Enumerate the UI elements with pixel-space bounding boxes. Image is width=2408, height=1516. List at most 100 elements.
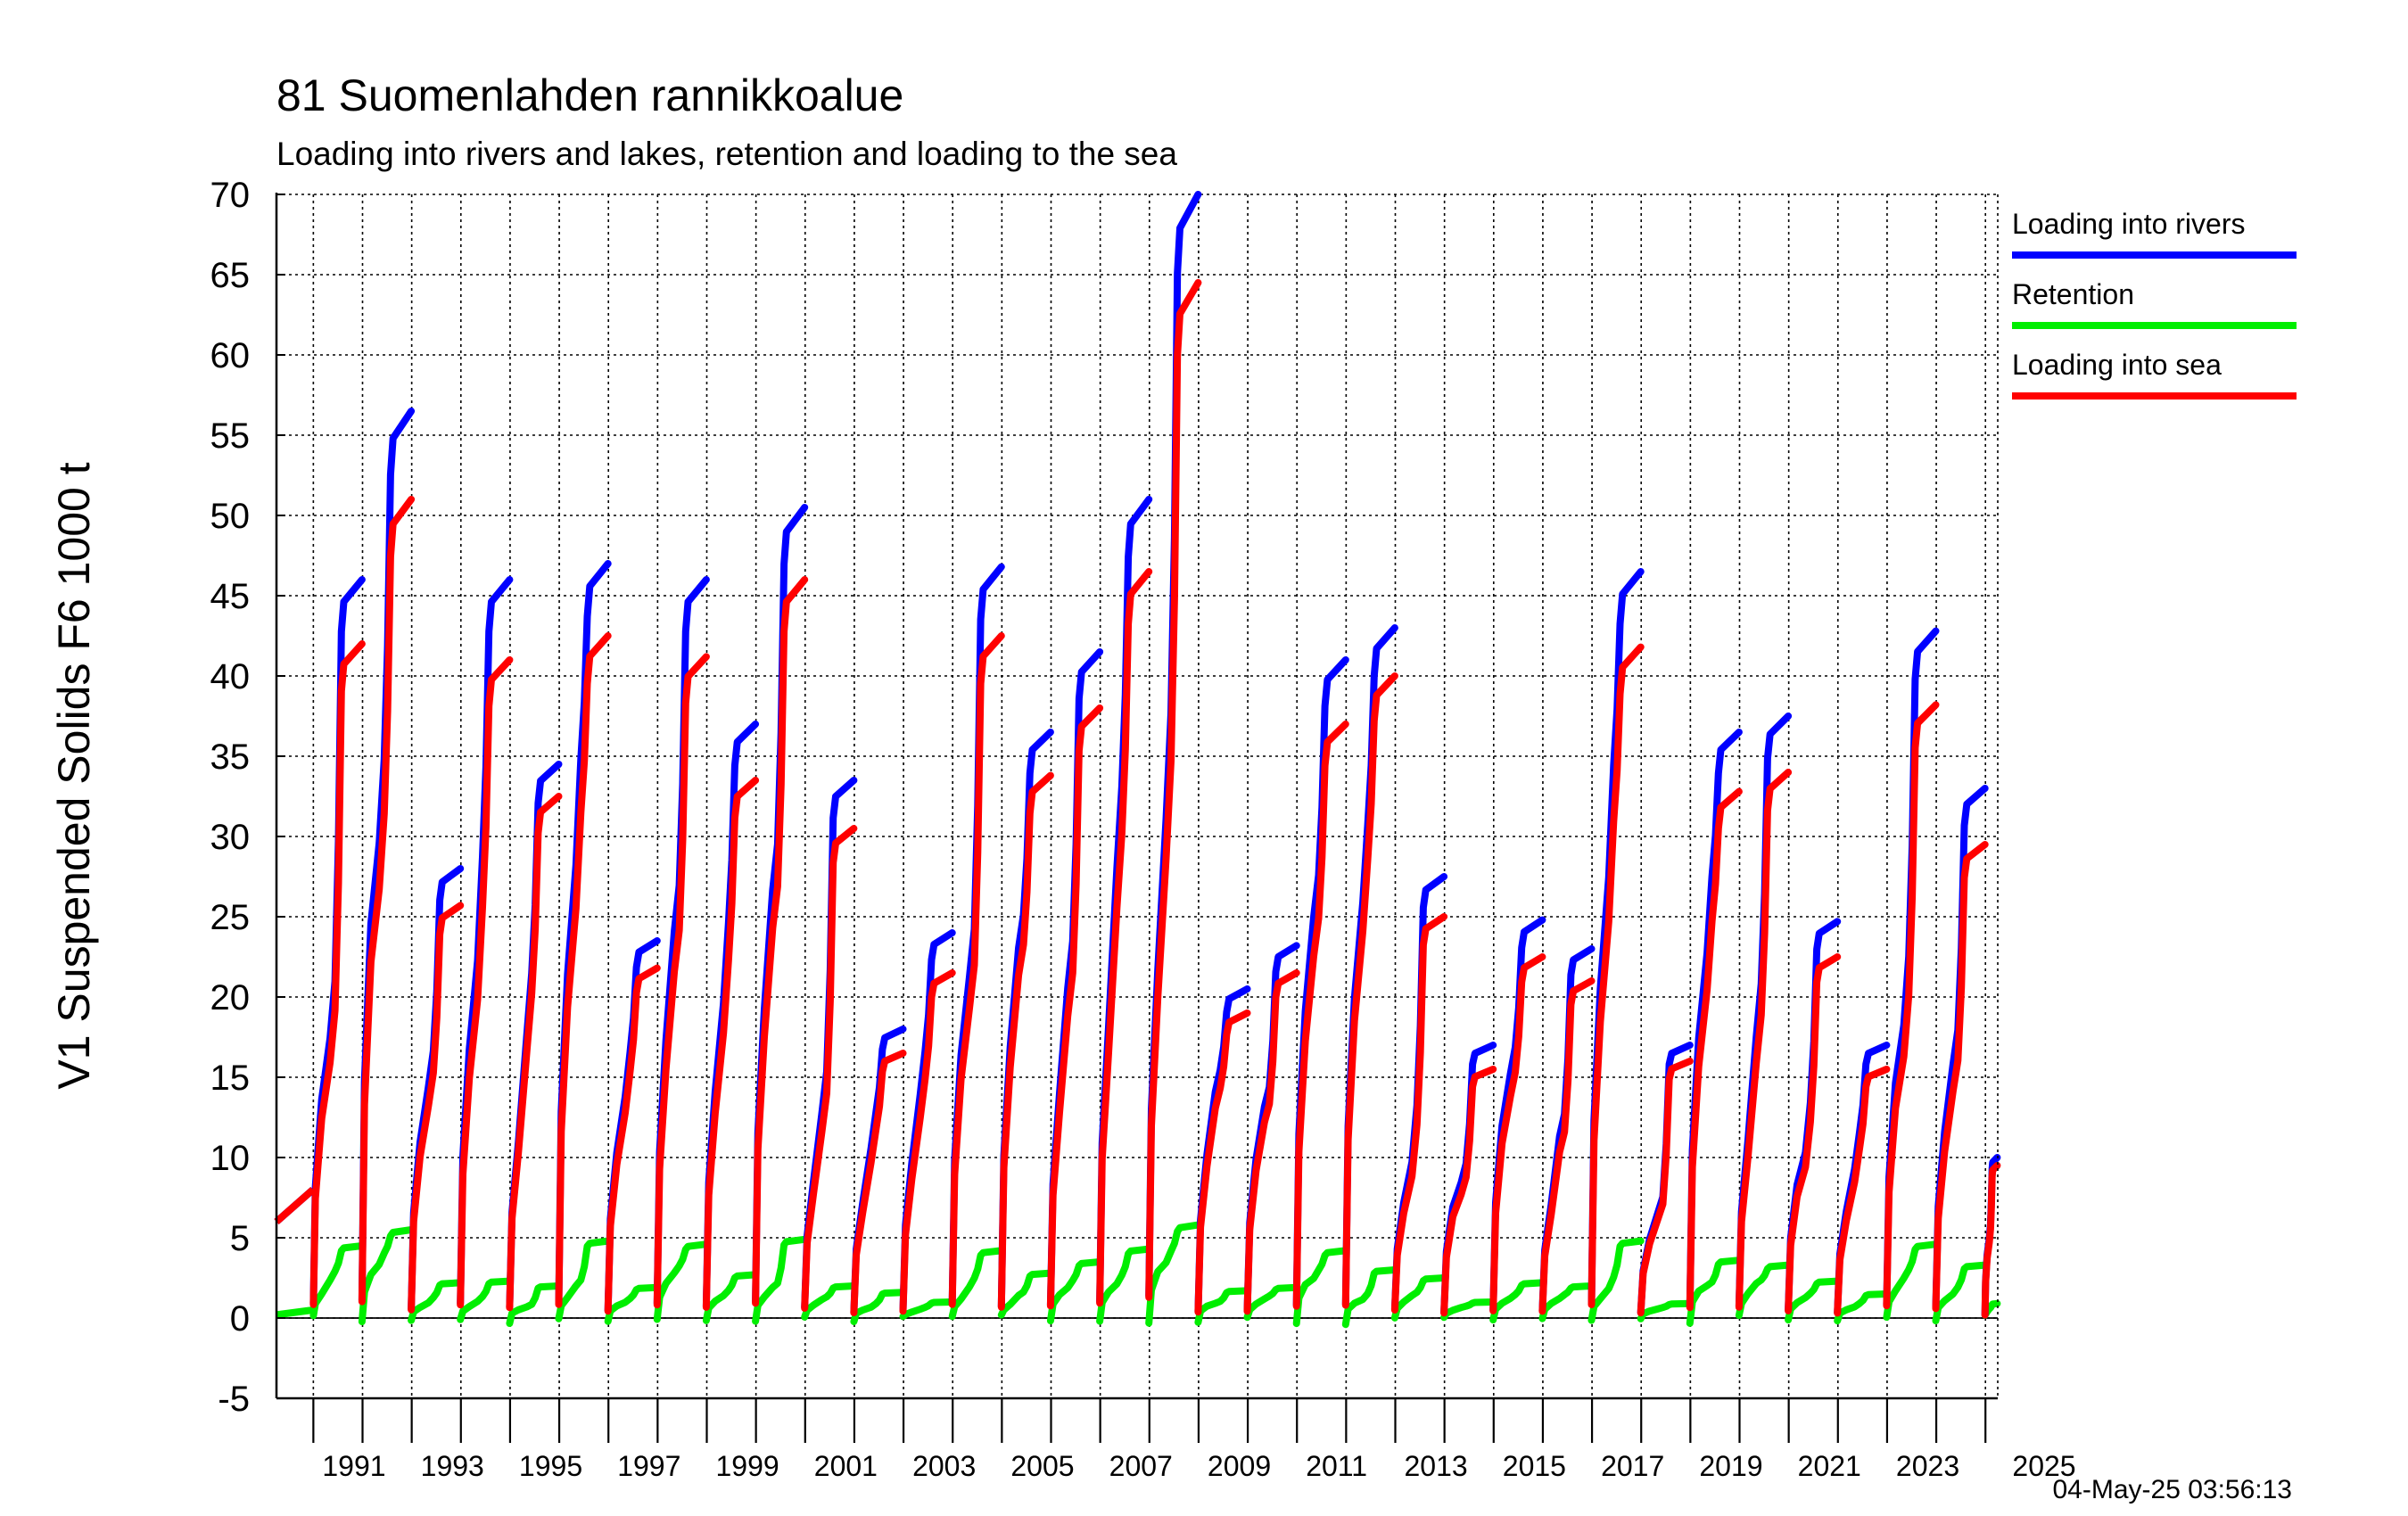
series-year-curve bbox=[1243, 942, 1300, 1314]
series-year-curve bbox=[1440, 1066, 1497, 1317]
series-year-curve bbox=[1686, 787, 1743, 1312]
x-tick-label: 2007 bbox=[1109, 1450, 1173, 1482]
axes bbox=[275, 193, 1999, 1443]
y-tick-label: 55 bbox=[210, 416, 251, 456]
series-year-curve bbox=[752, 504, 809, 1306]
series-year-curve bbox=[457, 656, 514, 1309]
series-year-curve bbox=[1489, 1279, 1546, 1324]
series-year-curve bbox=[1341, 624, 1398, 1308]
series-year-curve bbox=[555, 632, 612, 1308]
y-tick-label: 20 bbox=[210, 978, 251, 1018]
series-year-curve bbox=[1834, 1042, 1891, 1316]
series-year-curve bbox=[899, 1298, 956, 1321]
y-tick-label: 0 bbox=[230, 1299, 250, 1339]
series-year-curve bbox=[309, 640, 366, 1308]
legend-label: Loading into rivers bbox=[2012, 208, 2245, 240]
x-tick-label: 2019 bbox=[1699, 1450, 1762, 1482]
series-year-curve bbox=[408, 902, 465, 1314]
series-year-curve bbox=[1243, 969, 1300, 1315]
series-year-curve bbox=[358, 496, 416, 1306]
series-year-curve bbox=[948, 1247, 1005, 1321]
series-year-curve bbox=[1194, 985, 1251, 1315]
series-year-curve bbox=[457, 576, 514, 1307]
x-tick-label: 1993 bbox=[421, 1450, 484, 1482]
series-year-curve bbox=[506, 761, 563, 1311]
series-year-curve bbox=[1194, 1009, 1251, 1316]
x-tick-label: 2015 bbox=[1503, 1450, 1566, 1482]
y-tick-label: 15 bbox=[210, 1059, 251, 1098]
y-tick-label: 50 bbox=[210, 497, 251, 536]
series-year-curve bbox=[408, 1279, 465, 1324]
series-year-curve bbox=[1587, 568, 1645, 1307]
series-year-curve bbox=[948, 632, 1005, 1308]
series-year-curve bbox=[1637, 1299, 1694, 1322]
series-year-curve bbox=[1785, 953, 1842, 1314]
series-year-curve bbox=[1489, 916, 1546, 1314]
series-year-curve bbox=[1587, 643, 1645, 1308]
series-prefix-curve bbox=[274, 1186, 316, 1225]
series-year-curve bbox=[1883, 1240, 1940, 1322]
x-tick-label: 2003 bbox=[912, 1450, 976, 1482]
series-year-curve bbox=[850, 1289, 907, 1325]
series-year-curve bbox=[604, 937, 661, 1314]
series-year-curve bbox=[408, 865, 465, 1313]
x-tick-labels: 1991 1993 1995 1997 1999 2001 2003 2005 2007 2009… bbox=[322, 1450, 2075, 1482]
series-year-curve bbox=[1046, 1258, 1104, 1325]
series-year-curve bbox=[1440, 1298, 1497, 1322]
series-year-curve bbox=[1292, 721, 1349, 1310]
series-year-curve bbox=[1981, 1162, 2001, 1319]
series-year-curve bbox=[1194, 1287, 1251, 1326]
series-year-curve bbox=[702, 1271, 760, 1324]
series-layer bbox=[274, 191, 2001, 1329]
series-year-curve bbox=[752, 576, 809, 1307]
series-year-curve bbox=[702, 777, 760, 1311]
series-prefix-curve bbox=[276, 1306, 314, 1319]
series-year-curve bbox=[506, 1282, 563, 1327]
series-year-curve bbox=[1243, 1283, 1300, 1322]
series-year-curve bbox=[1686, 1256, 1743, 1327]
x-tick-label: 2011 bbox=[1306, 1450, 1367, 1482]
series-loading-into-rivers bbox=[274, 191, 2001, 1319]
series-year-curve bbox=[1145, 279, 1202, 1301]
series-year-curve bbox=[506, 793, 563, 1312]
series-year-curve bbox=[358, 1226, 416, 1326]
series-year-curve bbox=[1096, 496, 1153, 1306]
y-tick-label: 10 bbox=[210, 1139, 251, 1178]
series-year-curve bbox=[850, 1050, 907, 1317]
series-year-curve bbox=[1096, 568, 1153, 1307]
chart-title: 81 Suomenlahden rannikkoalue bbox=[276, 70, 903, 120]
series-year-curve bbox=[457, 1277, 514, 1323]
series-year-curve bbox=[1735, 1261, 1793, 1320]
series-year-curve bbox=[653, 576, 710, 1307]
x-tick-label: 2013 bbox=[1405, 1450, 1468, 1482]
series-year-curve bbox=[1686, 729, 1743, 1310]
y-tick-label: 65 bbox=[210, 256, 251, 295]
y-tick-label: 70 bbox=[210, 176, 251, 215]
y-tick-label: 35 bbox=[210, 737, 251, 777]
series-year-curve bbox=[1096, 1245, 1153, 1325]
series-year-curve bbox=[555, 560, 612, 1307]
series-year-curve bbox=[1538, 977, 1596, 1315]
x-tick-label: 1997 bbox=[617, 1450, 680, 1482]
y-tick-label: 60 bbox=[210, 336, 251, 375]
series-year-curve bbox=[997, 729, 1054, 1310]
series-year-curve bbox=[1883, 701, 1940, 1310]
series-year-curve bbox=[604, 1283, 661, 1325]
y-tick-label: 40 bbox=[210, 657, 251, 696]
series-year-curve bbox=[1834, 1066, 1891, 1317]
series-year-curve bbox=[1932, 841, 1989, 1313]
series-year-curve bbox=[1390, 1274, 1448, 1322]
series-year-curve bbox=[801, 825, 858, 1312]
timestamp: 04-May-25 03:56:13 bbox=[2052, 1475, 2292, 1504]
series-year-curve bbox=[752, 1235, 809, 1325]
series-year-curve bbox=[1489, 953, 1546, 1314]
y-tick-label: 45 bbox=[210, 577, 251, 616]
chart-subtitle: Loading into rivers and lakes, retention… bbox=[276, 136, 1177, 172]
series-year-curve bbox=[997, 771, 1054, 1311]
series-year-curve bbox=[997, 1269, 1054, 1319]
series-year-curve bbox=[604, 964, 661, 1315]
series-year-curve bbox=[309, 1242, 366, 1320]
y-tick-label: -5 bbox=[218, 1380, 250, 1419]
